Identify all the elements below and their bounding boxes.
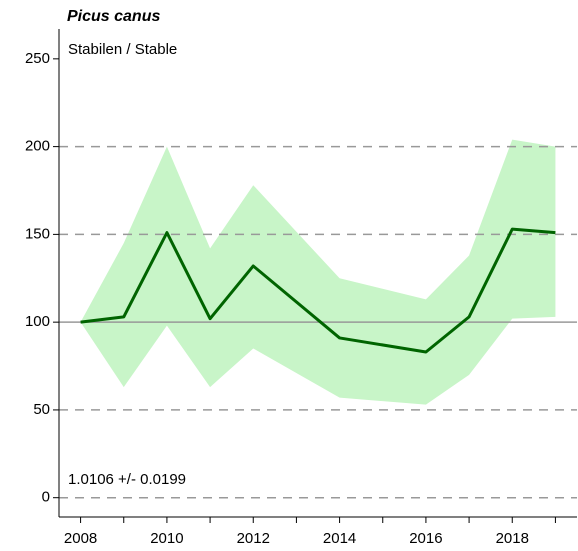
y-tick-label: 150 (25, 225, 50, 242)
x-tick-label: 2014 (323, 530, 356, 547)
x-tick-label: 2018 (496, 530, 529, 547)
confidence-band (80, 139, 556, 405)
x-tick-label: 2016 (409, 530, 442, 547)
x-tick-label: 2010 (150, 530, 183, 547)
y-tick-label: 200 (25, 138, 50, 155)
annotation: 1.0106 +/- 0.0199 (68, 471, 186, 488)
chart-title: Picus canus (67, 8, 160, 25)
series-line (80, 227, 556, 354)
x-tick-label: 2008 (64, 530, 97, 547)
y-tick-label: 100 (25, 313, 50, 330)
y-tick-label: 250 (25, 50, 50, 67)
subtitle: Stabilen / Stable (68, 41, 177, 58)
y-tick-label: 0 (42, 489, 50, 506)
y-tick-label: 50 (33, 401, 50, 418)
x-tick-label: 2012 (237, 530, 270, 547)
